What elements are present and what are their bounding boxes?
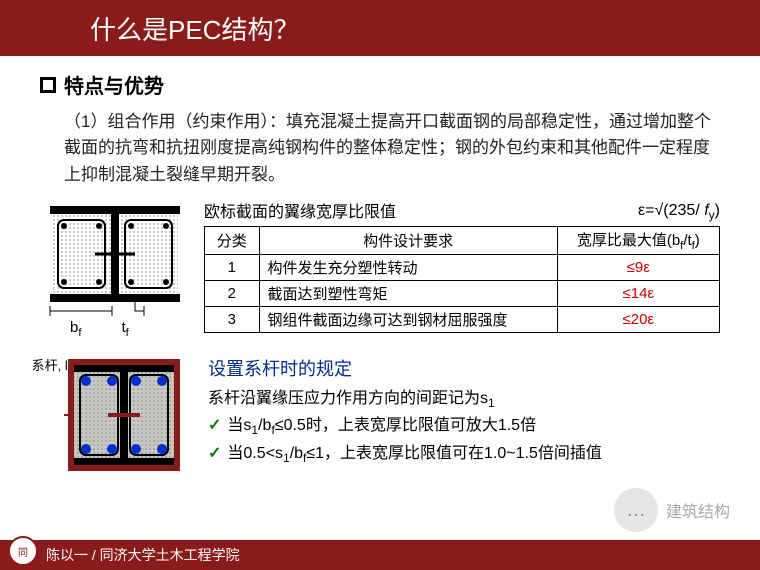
col-req: 构件设计要求 — [259, 227, 557, 255]
title-bar: 什么是PEC结构？ — [0, 0, 760, 56]
row-diagram-rules: 系杆, link 设置系杆时 — [40, 355, 720, 475]
section-diagram-1: bf tf — [40, 198, 190, 339]
table-header-row: 分类 构件设计要求 宽厚比最大值(bf/tf) — [205, 227, 720, 255]
epsilon-expr: ε=√(235/ fy) — [638, 202, 720, 222]
watermark-icon: … — [614, 488, 658, 532]
tie-rules: 设置系杆时的规定 系杆沿翼缘压应力作用方向的间距记为s1 ✓ 当s1/bf≤0.… — [208, 355, 720, 468]
footer-bar: 同 陈以一 / 同济大学土木工程学院 — [0, 540, 760, 570]
table-row: 3钢组件截面边缘可达到钢材屈服强度≤20ε — [205, 307, 720, 333]
check-icon: ✓ — [208, 413, 221, 440]
content-area: 特点与优势 （1）组合作用（约束作用）：填充混凝土提高开口截面钢的局部稳定性，通… — [0, 56, 760, 475]
bullet-square-icon — [40, 77, 56, 93]
page-title: 什么是PEC结构？ — [90, 10, 299, 47]
tf-label: tf — [121, 319, 128, 339]
rule-item: ✓ 当0.5<s1/bf≤1，上表宽厚比限值可在1.0~1.5倍间插值 — [208, 441, 720, 468]
col-class: 分类 — [205, 227, 260, 255]
subheading-text: 特点与优势 — [64, 70, 164, 99]
watermark-text: 建筑结构 — [666, 498, 730, 522]
footer-text: 陈以一 / 同济大学土木工程学院 — [46, 545, 240, 565]
paragraph-1: （1）组合作用（约束作用）：填充混凝土提高开口截面钢的局部稳定性，通过增加整个截… — [64, 109, 716, 188]
subheading: 特点与优势 — [40, 70, 720, 99]
table-row: 2截面达到塑性弯矩≤14ε — [205, 281, 720, 307]
watermark: … 建筑结构 — [614, 488, 730, 532]
rules-intro: 系杆沿翼缘压应力作用方向的间距记为s1 — [208, 386, 720, 413]
rule-item: ✓ 当s1/bf≤0.5时，上表宽厚比限值可放大1.5倍 — [208, 413, 720, 440]
section-diagram-2 — [64, 355, 194, 475]
check-icon: ✓ — [208, 441, 221, 468]
table-title: 欧标截面的翼缘宽厚比限值 — [204, 198, 396, 222]
table-row: 1构件发生充分塑性转动≤9ε — [205, 255, 720, 281]
col-limit: 宽厚比最大值(bf/tf) — [557, 227, 719, 255]
bf-label: bf — [70, 319, 81, 339]
euro-table-area: 欧标截面的翼缘宽厚比限值 ε=√(235/ fy) 分类 构件设计要求 宽厚比最… — [204, 198, 720, 339]
university-logo-icon: 同 — [8, 536, 38, 566]
rules-title: 设置系杆时的规定 — [208, 355, 720, 384]
euro-table: 分类 构件设计要求 宽厚比最大值(bf/tf) 1构件发生充分塑性转动≤9ε 2… — [204, 226, 720, 333]
row-diagram-table: bf tf 欧标截面的翼缘宽厚比限值 ε=√(235/ fy) 分类 构件设计要… — [40, 198, 720, 339]
